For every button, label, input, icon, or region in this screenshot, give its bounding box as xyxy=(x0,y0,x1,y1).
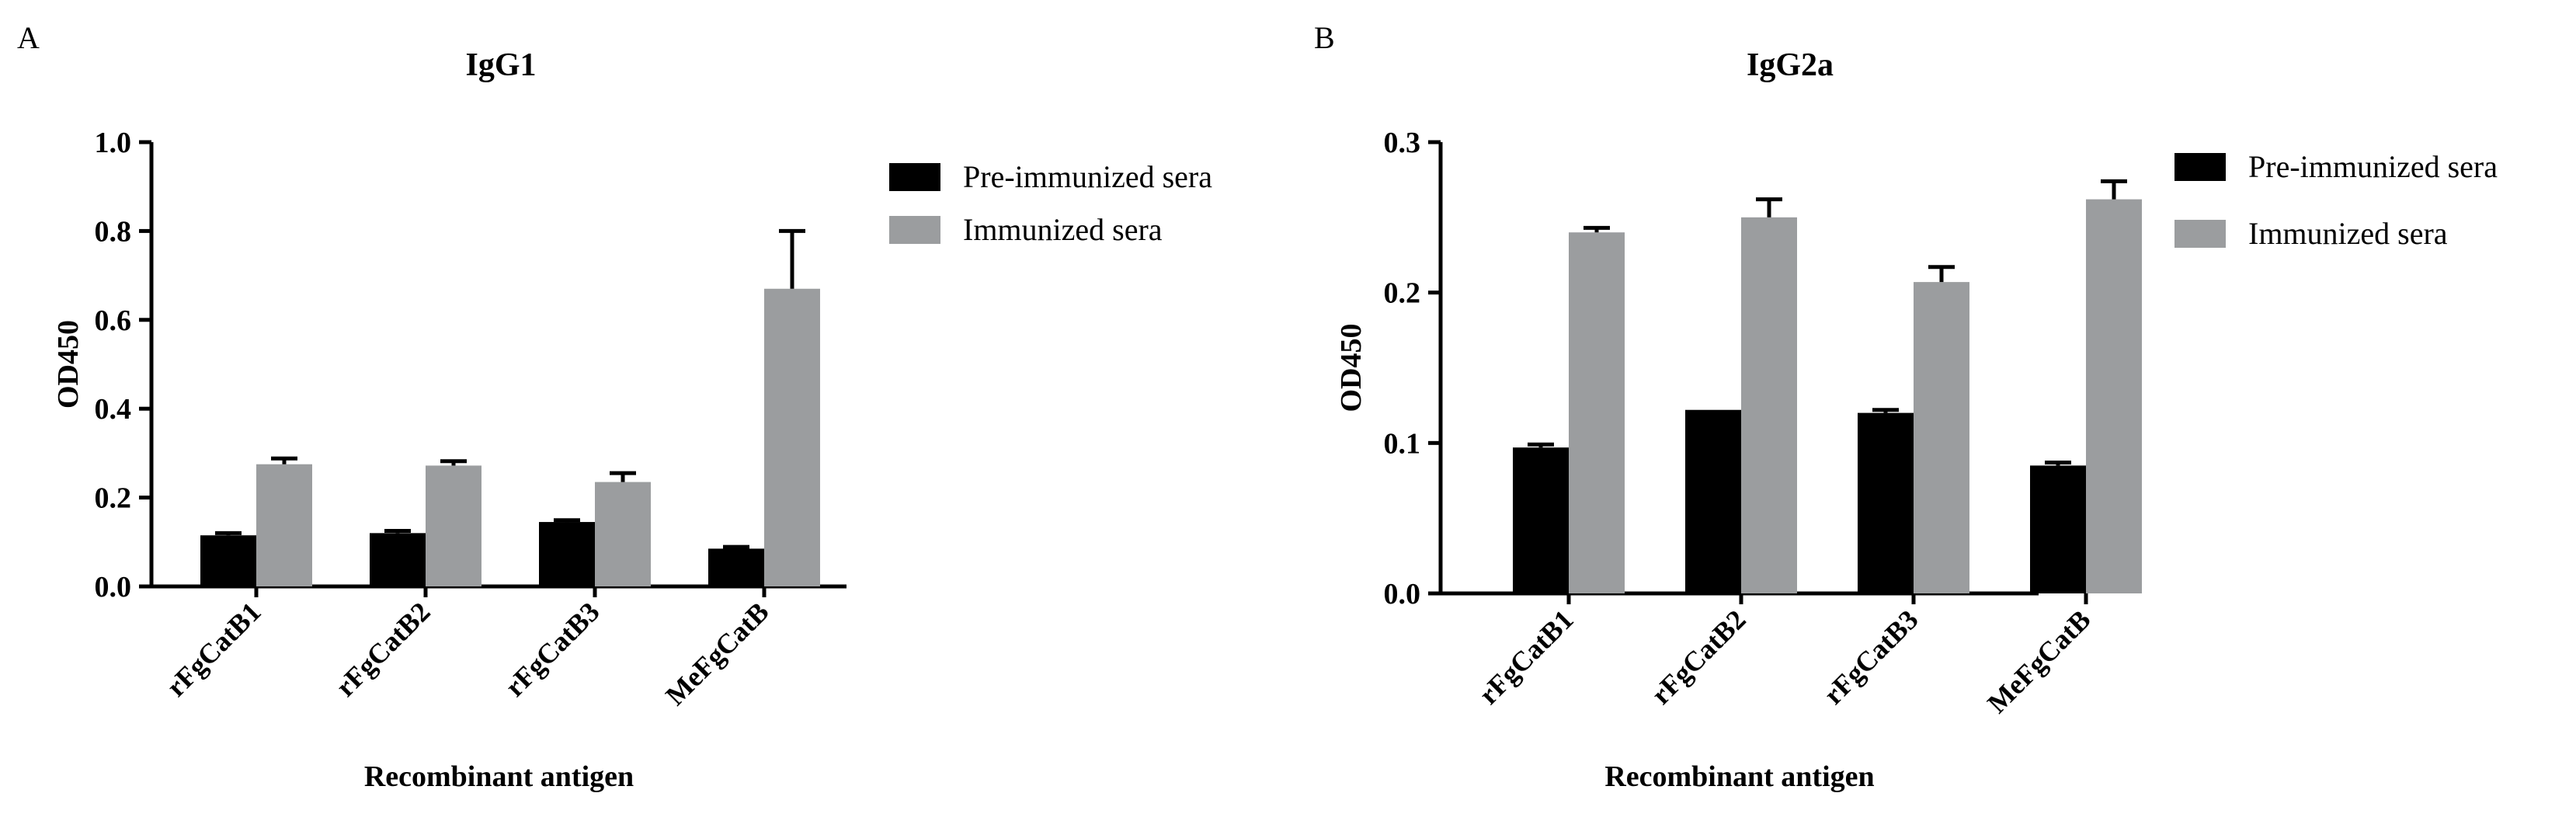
y-tick-label: 0.6 xyxy=(95,304,132,337)
x-axis-label: Recombinant antigen xyxy=(1604,760,1874,793)
bar xyxy=(200,535,256,586)
legend-label: Immunized sera xyxy=(963,212,1163,247)
chart-panel-a: A IgG1 0.0 0.2 0.4 0.6 0.8 1.0 OD450 Recombinant … xyxy=(17,20,1212,793)
bar xyxy=(708,548,764,586)
y-tick-label: 0.0 xyxy=(95,571,132,604)
bar xyxy=(426,465,481,586)
bar xyxy=(595,482,651,586)
y-tick-label: 0.0 xyxy=(1384,578,1421,610)
bar xyxy=(2086,199,2142,593)
y-tick-label: 0.2 xyxy=(1384,277,1421,310)
bar xyxy=(1513,447,1569,593)
category-label: rFgCatB3 xyxy=(1818,604,1924,710)
panel-letter: A xyxy=(17,20,40,55)
chart-title: IgG2a xyxy=(1747,47,1834,83)
bar xyxy=(1858,412,1914,593)
x-axis-label: Recombinant antigen xyxy=(364,760,634,793)
panel-letter: B xyxy=(1314,20,1335,55)
chart-title: IgG1 xyxy=(465,47,536,83)
bar xyxy=(1914,282,1969,593)
legend-swatch xyxy=(889,163,940,191)
bar xyxy=(256,464,312,586)
category-label: MeFgCatB xyxy=(1981,604,2096,718)
category-label: rFgCatB1 xyxy=(1473,604,1580,710)
category-label: rFgCatB2 xyxy=(330,596,436,702)
legend-swatch xyxy=(2174,153,2226,181)
bar xyxy=(539,522,595,586)
y-tick-label: 0.3 xyxy=(1384,127,1421,159)
y-tick-label: 1.0 xyxy=(95,127,132,159)
category-label: rFgCatB1 xyxy=(161,596,267,702)
chart-panel-b: B IgG2a 0.0 0.1 0.2 0.3 OD450 Recombinant antig… xyxy=(1314,20,2498,793)
y-tick-label: 0.2 xyxy=(95,482,132,515)
y-tick-label: 0.4 xyxy=(95,393,132,426)
bar xyxy=(2030,465,2086,593)
legend-label: Pre-immunized sera xyxy=(2248,149,2498,184)
category-label: MeFgCatB xyxy=(659,596,774,711)
bar xyxy=(1741,217,1797,593)
y-axis-label: OD450 xyxy=(1335,324,1368,412)
y-axis-label: OD450 xyxy=(52,320,85,409)
y-tick-label: 0.1 xyxy=(1384,427,1421,460)
legend-label: Immunized sera xyxy=(2248,216,2448,251)
bar xyxy=(764,288,820,586)
category-label: rFgCatB2 xyxy=(1646,604,1752,710)
y-tick-label: 0.8 xyxy=(95,215,132,248)
bar xyxy=(1685,409,1741,593)
bar xyxy=(370,533,426,586)
legend-label: Pre-immunized sera xyxy=(963,159,1212,194)
legend-swatch xyxy=(889,216,940,244)
category-label: rFgCatB3 xyxy=(499,596,606,702)
bar xyxy=(1569,232,1625,593)
legend-swatch xyxy=(2174,220,2226,248)
